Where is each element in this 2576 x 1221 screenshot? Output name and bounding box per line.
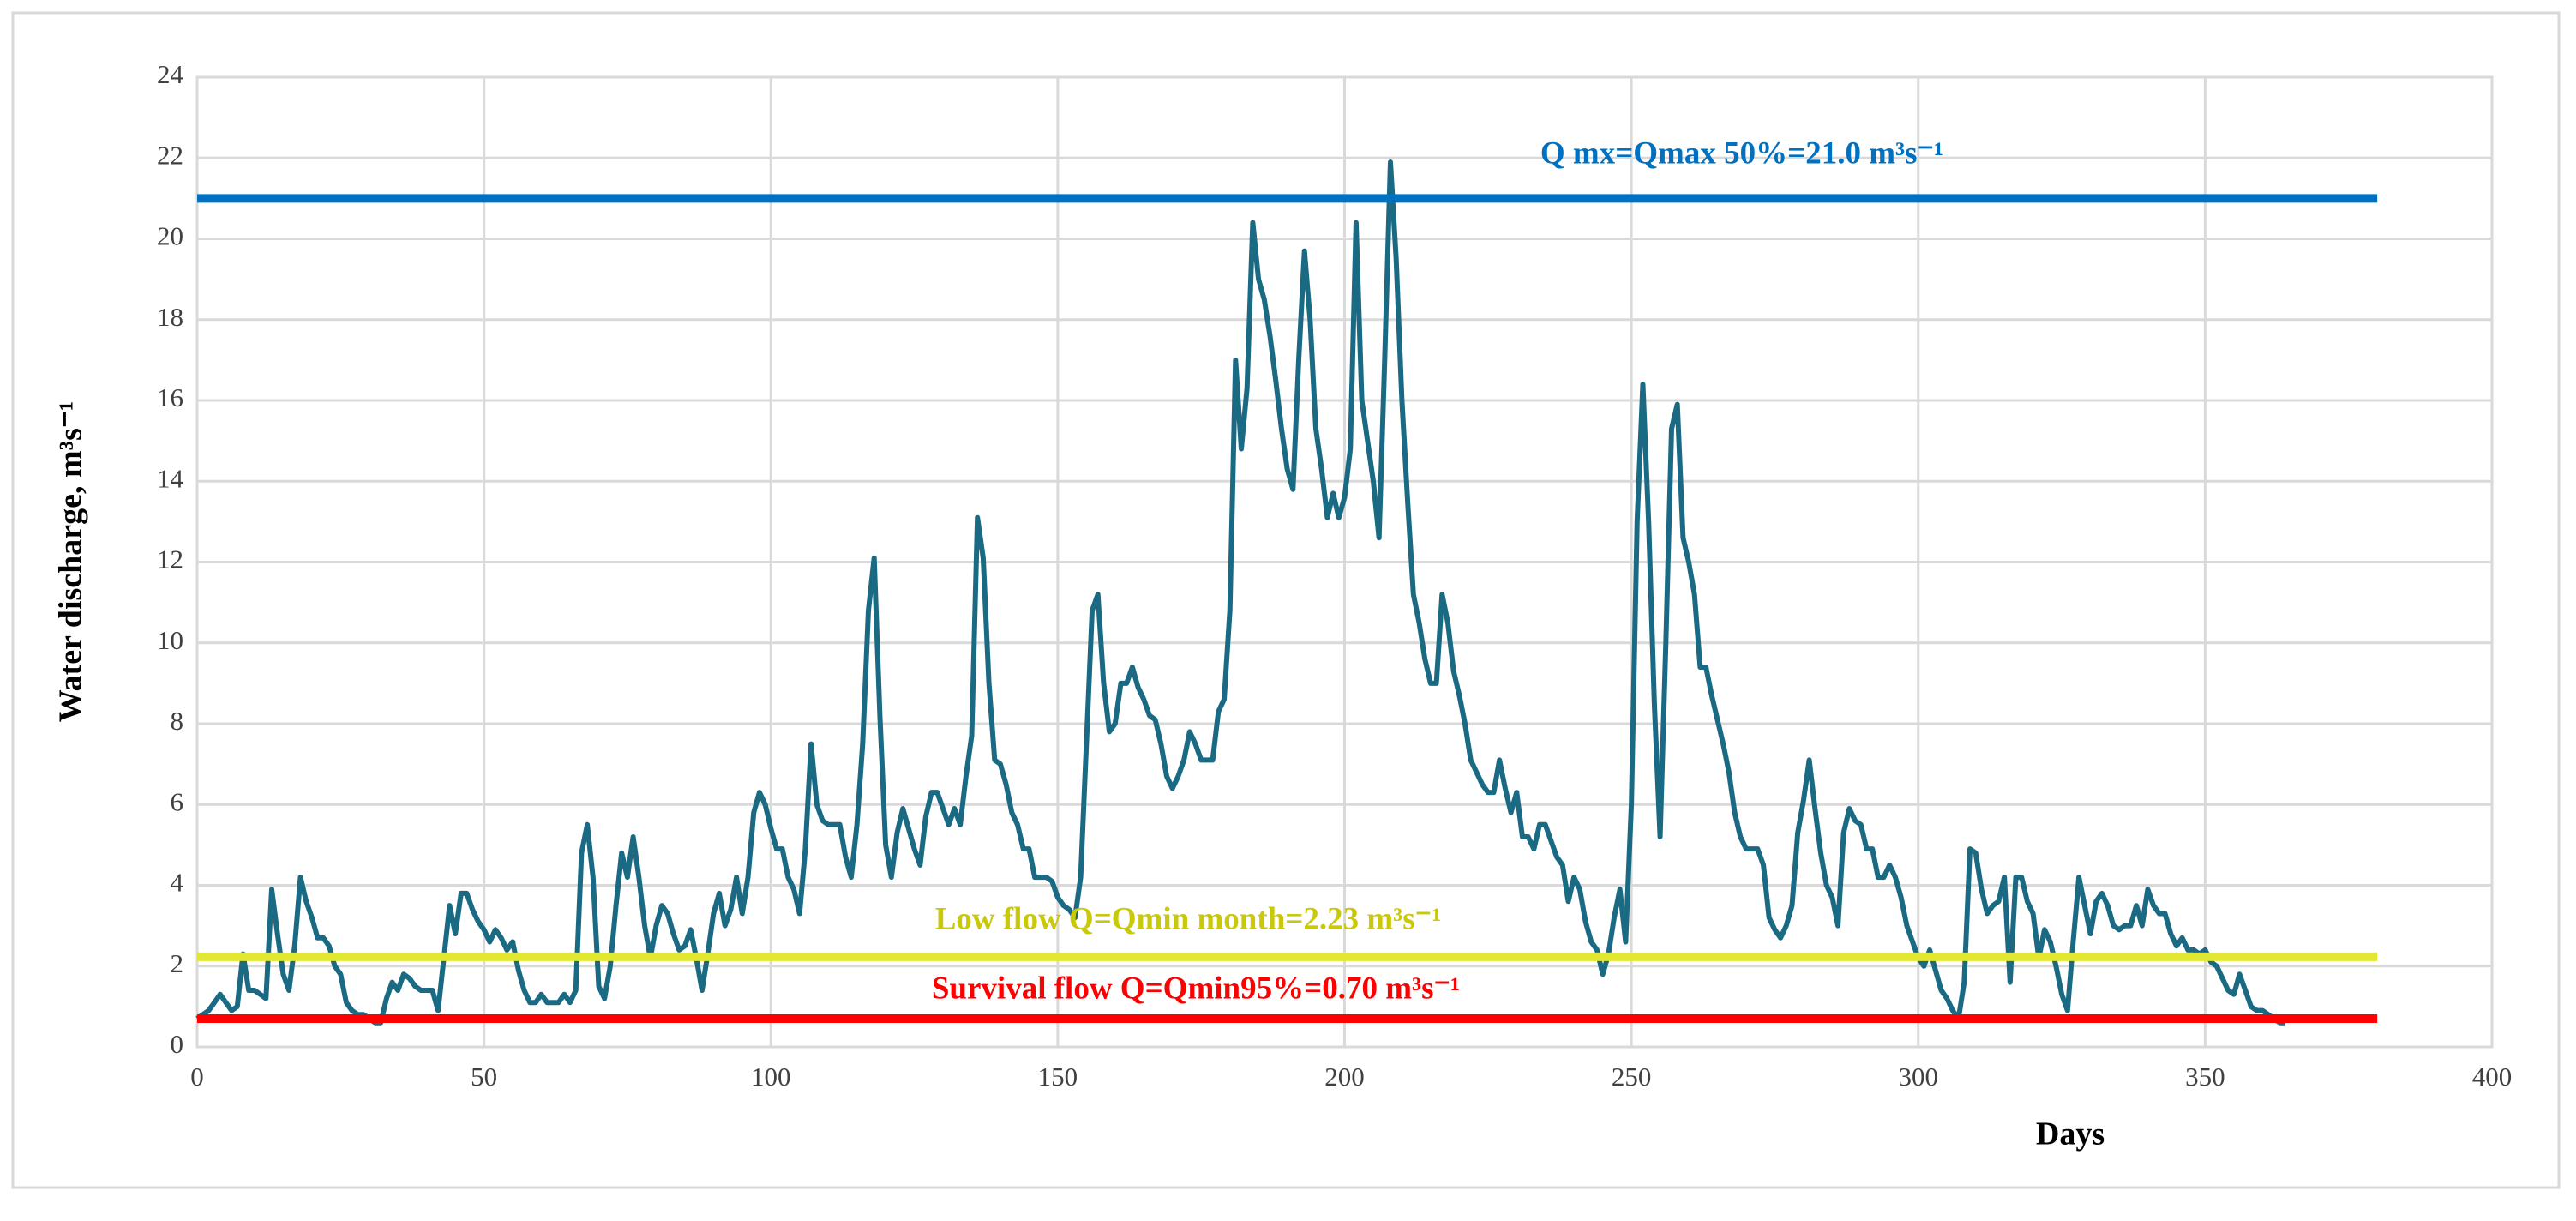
y-tick-label: 14	[157, 463, 184, 493]
y-tick-label: 18	[157, 302, 183, 332]
y-tick-label: 8	[171, 706, 184, 736]
x-tick-label: 200	[1324, 1062, 1365, 1092]
reference-label: Survival flow Q=Qmin95%=0.70 m³s⁻¹	[932, 971, 1460, 1006]
y-tick-label: 0	[171, 1029, 184, 1059]
y-tick-label: 6	[171, 786, 184, 816]
plot	[195, 159, 2378, 1026]
grid	[195, 75, 2494, 1049]
y-tick-label: 4	[171, 868, 184, 898]
data-line	[195, 159, 2286, 1026]
x-tick-label: 150	[1038, 1062, 1078, 1092]
x-tick-label: 100	[751, 1062, 791, 1092]
y-axis-title: Water discharge, m³s⁻¹	[53, 401, 89, 723]
x-tick-label: 50	[471, 1062, 497, 1092]
y-tick-label: 20	[157, 221, 183, 251]
reference-label: Low flow Q=Qmin month=2.23 m³s⁻¹	[935, 901, 1442, 936]
x-tick-label: 250	[1612, 1062, 1652, 1092]
plot-border	[195, 75, 2494, 1049]
reference-label: Q mx=Qmax 50%=21.0 m³s⁻¹	[1540, 135, 1943, 171]
y-tick-label: 10	[157, 625, 183, 655]
y-tick-label: 12	[157, 544, 183, 574]
x-axis-title: Days	[2036, 1116, 2105, 1152]
x-tick-label: 350	[2185, 1062, 2225, 1092]
y-tick-label: 24	[157, 59, 184, 89]
y-tick-label: 22	[157, 140, 183, 170]
x-tick-label: 300	[1899, 1062, 1939, 1092]
chart-border	[11, 11, 2561, 1189]
x-tick-label: 0	[190, 1062, 204, 1092]
y-tick-label: 2	[171, 948, 184, 978]
y-tick-label: 16	[157, 382, 183, 412]
x-tick-label: 400	[2472, 1062, 2513, 1092]
